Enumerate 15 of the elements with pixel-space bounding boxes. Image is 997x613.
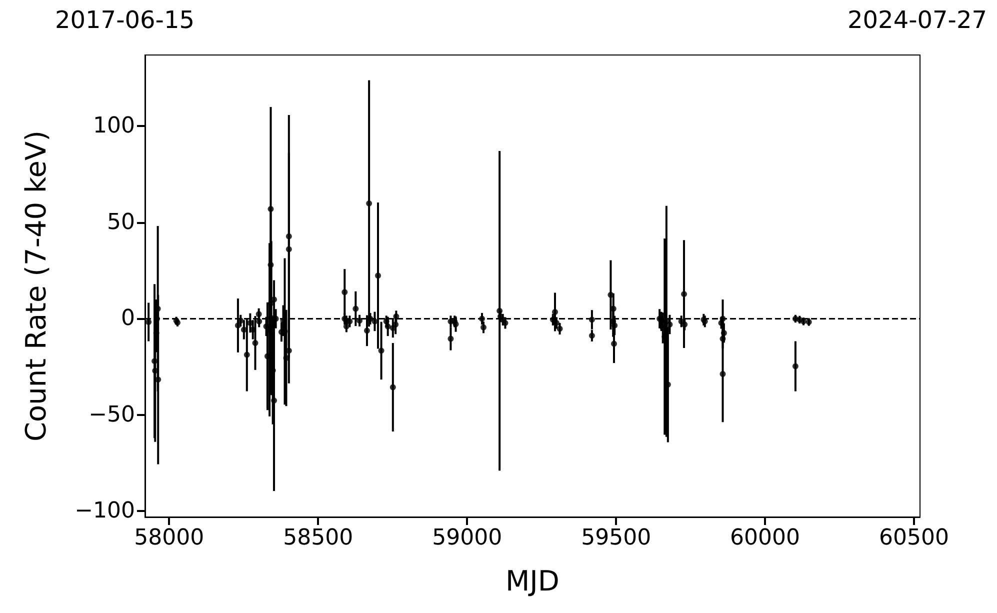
text: 2017-06-15 bbox=[55, 6, 194, 34]
x-tick-label: 60000 bbox=[730, 526, 800, 550]
x-tick-label: 59500 bbox=[581, 526, 652, 550]
x-tick-label: 59000 bbox=[432, 526, 502, 550]
y-axis-title: Count Rate (7-40 keV) bbox=[20, 130, 52, 442]
x-axis-title: MJD bbox=[506, 564, 560, 598]
y-tick-label: 0 bbox=[121, 306, 135, 332]
y-tick-label: −100 bbox=[74, 498, 135, 524]
x-tick-label: 60500 bbox=[879, 526, 950, 550]
y-tick-label: 100 bbox=[93, 114, 135, 139]
text: 2024-07-27 bbox=[848, 6, 988, 34]
y-tick-label: 50 bbox=[107, 210, 135, 235]
y-tick-label: −50 bbox=[88, 402, 135, 428]
x-tick-label: 58000 bbox=[134, 526, 204, 550]
x-tick-label: 58500 bbox=[283, 526, 354, 550]
